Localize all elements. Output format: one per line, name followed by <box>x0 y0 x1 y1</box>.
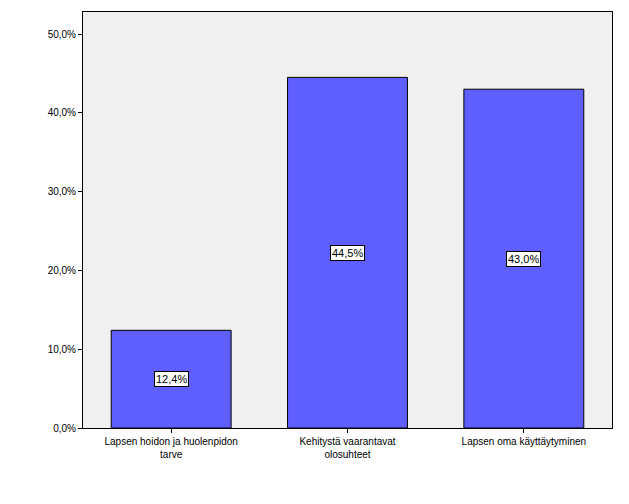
svg-text:Kehitystä vaarantavatolosuhtee: Kehitystä vaarantavatolosuhteet <box>299 436 395 460</box>
svg-text:44,5%: 44,5% <box>332 247 363 259</box>
svg-text:50,0%: 50,0% <box>48 29 76 40</box>
svg-text:12,4%: 12,4% <box>156 373 187 385</box>
svg-text:Lapsen oma käyttäytyminen: Lapsen oma käyttäytyminen <box>462 436 587 447</box>
svg-text:0,0%: 0,0% <box>53 423 76 434</box>
svg-text:30,0%: 30,0% <box>48 186 76 197</box>
svg-text:Lapsen hoidon ja huolenpidonta: Lapsen hoidon ja huolenpidontarve <box>104 436 237 460</box>
svg-text:43,0%: 43,0% <box>508 253 539 265</box>
svg-text:10,0%: 10,0% <box>48 344 76 355</box>
svg-text:40,0%: 40,0% <box>48 107 76 118</box>
svg-text:20,0%: 20,0% <box>48 265 76 276</box>
